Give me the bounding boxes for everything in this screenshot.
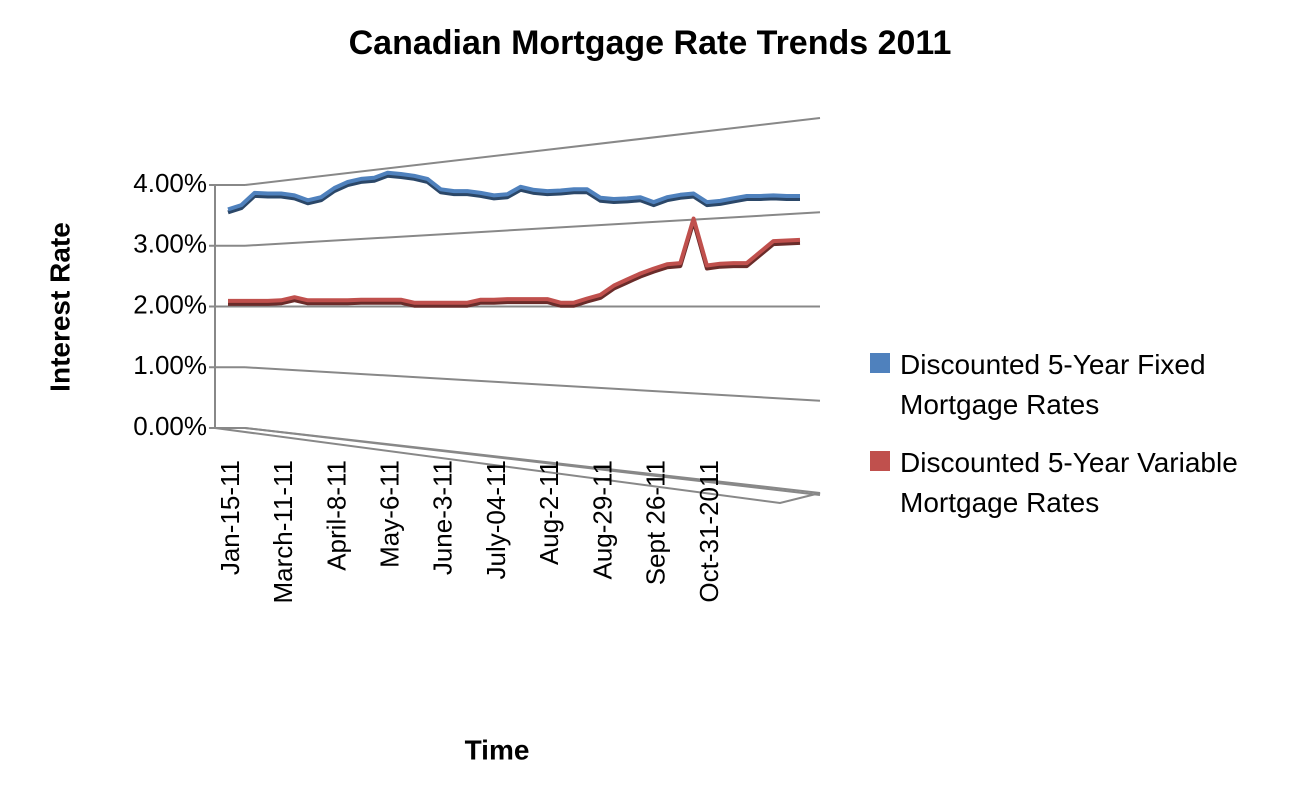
- grid-line: [244, 366, 821, 402]
- x-tick-label: Jan-15-11: [215, 460, 245, 575]
- floor: [214, 427, 821, 505]
- y-tick-label: 0.00%: [133, 411, 207, 441]
- y-tick-label: 2.00%: [133, 289, 207, 319]
- grid-line: [244, 211, 821, 247]
- chart-title: Canadian Mortgage Rate Trends 2011: [349, 24, 952, 62]
- x-tick-label: March-11-11: [268, 460, 298, 604]
- series-line: [228, 216, 801, 305]
- series-line: [227, 170, 800, 212]
- legend-item: Discounted 5-Year Fixed Mortgage Rates: [870, 345, 1290, 425]
- x-tick-label: June-3-11: [428, 460, 458, 575]
- x-tick-label: Sept 26-11: [641, 460, 671, 585]
- y-tick-label: 4.00%: [133, 168, 207, 198]
- legend-swatch: [870, 353, 890, 373]
- grid-line: [244, 427, 821, 496]
- legend-item: Discounted 5-Year Variable Mortgage Rate…: [870, 443, 1290, 523]
- legend: Discounted 5-Year Fixed Mortgage Rates Di…: [870, 345, 1290, 541]
- y-tick-label: 3.00%: [133, 229, 207, 259]
- legend-label: Discounted 5-Year Variable Mortgage Rate…: [900, 447, 1238, 518]
- x-tick-label: Aug-2-11: [534, 460, 564, 565]
- x-tick-label: July-04-11: [481, 460, 511, 579]
- x-tick-label: April-8-11: [321, 460, 351, 571]
- y-axis-title: Interest Rate: [44, 222, 75, 392]
- x-axis-title: Time: [465, 734, 530, 765]
- x-tick-label: Oct-31-2011: [694, 460, 724, 603]
- line-shadow: [227, 173, 800, 215]
- x-tick-label: Aug-29-11: [587, 460, 617, 580]
- legend-swatch: [870, 451, 890, 471]
- grid-line: [244, 117, 821, 186]
- y-tick-label: 1.00%: [133, 350, 207, 380]
- legend-label: Discounted 5-Year Fixed Mortgage Rates: [900, 349, 1206, 420]
- x-tick-label: May-6-11: [375, 460, 405, 568]
